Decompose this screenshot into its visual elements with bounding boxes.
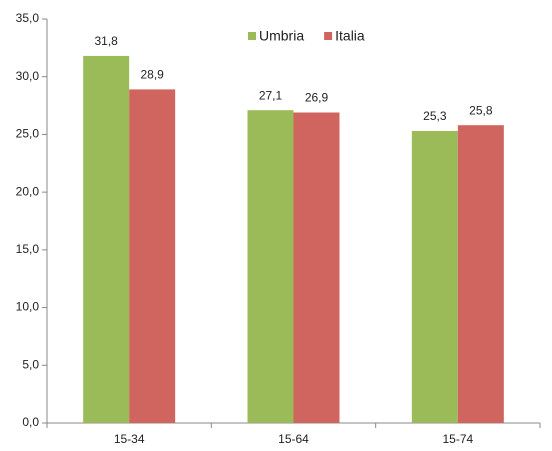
y-tick-label: 20,0 bbox=[16, 184, 40, 198]
bar bbox=[247, 110, 294, 423]
y-tick-label: 5,0 bbox=[22, 357, 39, 371]
legend-swatch bbox=[248, 32, 256, 40]
legend-label: Umbria bbox=[259, 28, 304, 44]
y-tick-label: 0,0 bbox=[22, 415, 39, 429]
bar bbox=[411, 130, 458, 424]
y-tick-label: 35,0 bbox=[16, 11, 40, 25]
legend-swatch bbox=[324, 32, 333, 40]
value-label: 25,8 bbox=[469, 103, 493, 117]
y-tick-label: 15,0 bbox=[16, 242, 40, 256]
x-tick-label: 15-64 bbox=[278, 432, 309, 446]
value-label: 26,9 bbox=[305, 91, 329, 105]
value-label: 25,3 bbox=[423, 109, 447, 123]
legend-label: Italia bbox=[335, 28, 365, 44]
x-tick-label: 15-34 bbox=[114, 432, 145, 446]
bar bbox=[83, 55, 130, 424]
bar bbox=[293, 112, 340, 424]
y-tick-label: 30,0 bbox=[16, 69, 40, 83]
bar bbox=[129, 89, 176, 423]
y-tick-label: 10,0 bbox=[16, 300, 40, 314]
value-label: 28,9 bbox=[140, 68, 164, 82]
bar bbox=[457, 125, 504, 424]
value-label: 27,1 bbox=[259, 88, 283, 102]
x-tick-label: 15-74 bbox=[442, 432, 473, 446]
value-label: 31,8 bbox=[94, 34, 118, 48]
y-tick-label: 25,0 bbox=[16, 127, 40, 141]
